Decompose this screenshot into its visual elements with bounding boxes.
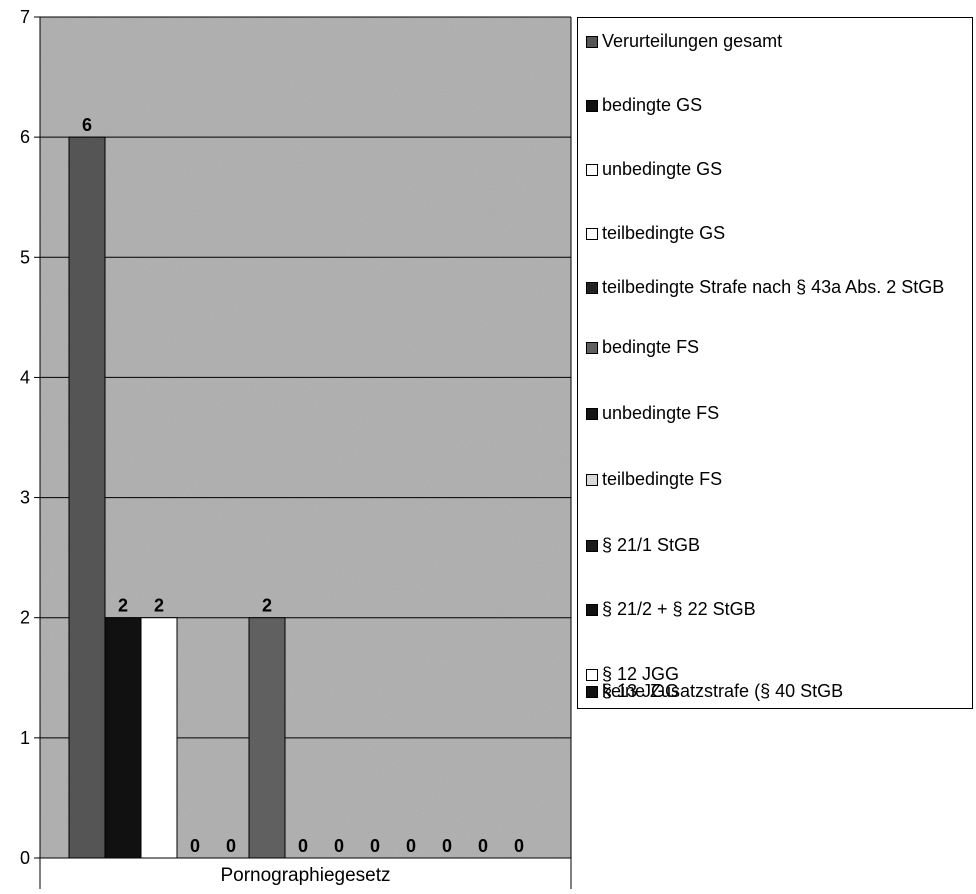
- data-label: 2: [118, 596, 128, 616]
- legend-item: Verurteilungen gesamt: [586, 30, 968, 52]
- legend-swatch: [586, 100, 598, 112]
- legend-swatch: [586, 604, 598, 616]
- axes: [34, 16, 572, 889]
- legend-item: teilbedingte Strafe nach § 43a Abs. 2 St…: [586, 276, 968, 298]
- y-tick-labels: 0 1 2 3 4 5 6 7: [20, 7, 30, 868]
- legend-label: bedingte GS: [602, 95, 703, 115]
- bar: [104, 617, 142, 859]
- legend-item: § 12 JGG: [586, 663, 968, 685]
- data-label: 0: [190, 836, 200, 856]
- y-tick-label: 6: [20, 127, 30, 147]
- legend-label: teilbedingte FS: [602, 469, 723, 489]
- legend-item: teilbedingte FS: [586, 468, 968, 490]
- legend-swatch: [586, 540, 598, 552]
- legend-label: Verurteilungen gesamt: [602, 31, 783, 51]
- data-label: 0: [298, 836, 308, 856]
- legend-item: bedingte FS: [586, 336, 968, 358]
- legend-item: § 21/1 StGB: [586, 534, 968, 556]
- legend-label: § 21/1 StGB: [602, 535, 701, 555]
- bar: [140, 617, 178, 859]
- legend-label: unbedingte FS: [602, 403, 720, 423]
- data-label: 0: [478, 836, 488, 856]
- data-label: 0: [334, 836, 344, 856]
- data-labels: 6 2 2 0 0 2 0 0 0 0 0 0 0: [82, 115, 524, 856]
- data-label: 2: [262, 596, 272, 616]
- legend-item: unbedingte FS: [586, 402, 968, 424]
- bar: [248, 617, 286, 859]
- legend-swatch: [586, 686, 598, 698]
- legend-label: § 21/2 + § 22 StGB: [602, 599, 756, 619]
- legend-item: unbedingte GS: [586, 158, 968, 180]
- legend-swatch: [586, 282, 598, 294]
- legend-swatch: [586, 408, 598, 420]
- data-label: 0: [442, 836, 452, 856]
- data-label: 0: [370, 836, 380, 856]
- legend-label: teilbedingte Strafe nach § 43a Abs. 2 St…: [602, 277, 945, 297]
- y-tick-label: 4: [20, 367, 30, 387]
- data-label: 0: [514, 836, 524, 856]
- legend-item: teilbedingte GS: [586, 222, 968, 244]
- legend-swatch: [586, 474, 598, 486]
- bar: [68, 136, 106, 859]
- legend-item: keine Zusatzstrafe (§ 40 StGB: [586, 680, 968, 702]
- legend-swatch: [586, 669, 598, 681]
- legend-item: bedingte GS: [586, 94, 968, 116]
- legend-swatch: [586, 164, 598, 176]
- legend-label: unbedingte GS: [602, 159, 723, 179]
- y-tick-label: 1: [20, 728, 30, 748]
- legend-swatch: [586, 228, 598, 240]
- y-tick-label: 0: [20, 848, 30, 868]
- y-tick-label: 3: [20, 488, 30, 508]
- legend-label: bedingte FS: [602, 337, 700, 357]
- legend-label: § 13 JGG: [602, 681, 680, 701]
- legend: Verurteilungen gesamt bedingte GS unbeding…: [577, 17, 973, 709]
- legend-label: keine Zusatzstrafe (§ 40 StGB: [602, 681, 844, 701]
- legend-label: teilbedingte GS: [602, 223, 726, 243]
- bars: [68, 136, 286, 859]
- y-tick-label: 5: [20, 247, 30, 267]
- data-label: 6: [82, 115, 92, 135]
- data-label: 0: [226, 836, 236, 856]
- legend-swatch: [586, 36, 598, 48]
- data-label: 2: [154, 596, 164, 616]
- legend-swatch: [586, 342, 598, 354]
- data-label: 0: [406, 836, 416, 856]
- legend-item: § 21/2 + § 22 StGB: [586, 598, 968, 620]
- y-tick-label: 2: [20, 608, 30, 628]
- legend-label: § 12 JGG: [602, 664, 680, 684]
- category-label: Pornographiegesetz: [220, 865, 390, 886]
- y-tick-label: 7: [20, 7, 30, 27]
